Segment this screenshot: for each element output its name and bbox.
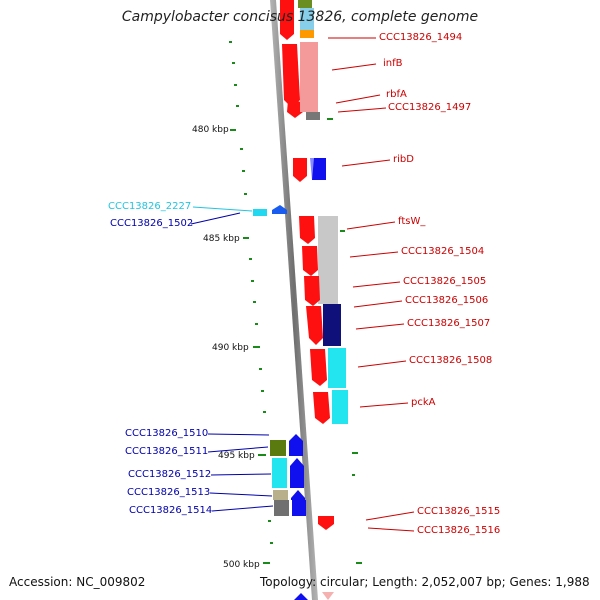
rna-gene xyxy=(253,209,267,216)
gene-label[interactable]: ftsW_ xyxy=(398,216,426,227)
label-leader xyxy=(192,206,253,212)
gene-label[interactable]: rbfA xyxy=(386,89,407,100)
gene-label[interactable]: CCC13826_1505 xyxy=(403,276,487,287)
gene-label[interactable]: CCC13826_1497 xyxy=(388,102,472,113)
label-leaders-right xyxy=(328,37,415,532)
gene-block xyxy=(328,348,346,388)
gene-arrow xyxy=(318,516,334,530)
gene-arrow xyxy=(302,246,318,276)
gene-block xyxy=(298,0,312,8)
gene-block xyxy=(274,500,289,516)
scale-label: 480 kbp xyxy=(192,125,229,135)
topology-text: Topology: circular; Length: 2,052,007 bp… xyxy=(260,575,590,589)
scale-label: 485 kbp xyxy=(203,234,240,244)
label-leaders-left xyxy=(190,212,274,512)
gene-arrow xyxy=(291,490,305,500)
gene-arrow xyxy=(322,592,334,600)
gene-arrow xyxy=(310,349,327,386)
map-title: Campylobacter concisus 13826, complete g… xyxy=(121,9,479,25)
gene-arrow xyxy=(272,205,287,214)
scale-label: 490 kbp xyxy=(212,343,249,353)
gene-arrow xyxy=(282,44,300,108)
gene-label[interactable]: infB xyxy=(383,58,403,69)
gene-block xyxy=(318,216,338,304)
gene-block xyxy=(312,158,326,180)
gene-arrow xyxy=(304,276,320,306)
gene-label[interactable]: CCC13826_1504 xyxy=(401,246,485,257)
gene-label[interactable]: CCC13826_1515 xyxy=(417,506,501,517)
gene-label[interactable]: CCC13826_1514 xyxy=(129,505,213,516)
gene-arrow xyxy=(290,458,304,488)
scale-label: 495 kbp xyxy=(218,451,255,461)
gene-arrow xyxy=(287,100,303,118)
gene-label[interactable]: CCC13826_1513 xyxy=(127,487,211,498)
gene-block xyxy=(270,440,286,456)
gene-label[interactable]: CCC13826_1502 xyxy=(110,218,194,229)
gene-block xyxy=(300,42,318,112)
gene-arrow xyxy=(294,593,308,600)
accession-text: Accession: NC_009802 xyxy=(9,575,146,589)
gene-label[interactable]: CCC13826_2227 xyxy=(108,201,192,212)
gene-arrow xyxy=(299,216,315,244)
gene-block xyxy=(323,304,341,346)
gene-block xyxy=(272,458,287,488)
gene-block xyxy=(292,500,306,516)
gene-arrow xyxy=(280,12,294,40)
gene-label[interactable]: CCC13826_1508 xyxy=(409,355,493,366)
gene-arrow xyxy=(306,306,323,345)
gene-block xyxy=(300,8,314,30)
gene-label[interactable]: CCC13826_1507 xyxy=(407,318,491,329)
gene-block xyxy=(300,30,314,38)
gene-block xyxy=(280,0,294,12)
gene-label[interactable]: CCC13826_1512 xyxy=(128,469,212,480)
gene-arrow xyxy=(310,158,314,180)
gene-arrow xyxy=(293,158,307,182)
genome-backbone xyxy=(270,0,318,600)
gene-label[interactable]: pckA xyxy=(411,397,436,408)
gene-label[interactable]: CCC13826_1510 xyxy=(125,428,209,439)
gene-block xyxy=(306,112,320,120)
gene-label[interactable]: CCC13826_1511 xyxy=(125,446,209,457)
gc-skew-track xyxy=(229,41,362,564)
gene-arrow xyxy=(289,434,303,456)
gene-label[interactable]: CCC13826_1494 xyxy=(379,32,463,43)
gene-label[interactable]: CCC13826_1506 xyxy=(405,295,489,306)
gene-label[interactable]: ribD xyxy=(393,154,414,165)
gene-block xyxy=(273,490,288,500)
gene-label[interactable]: CCC13826_1516 xyxy=(417,525,501,536)
scale-label: 500 kbp xyxy=(223,560,260,570)
gene-arrow xyxy=(313,392,330,424)
gene-block xyxy=(332,390,348,424)
